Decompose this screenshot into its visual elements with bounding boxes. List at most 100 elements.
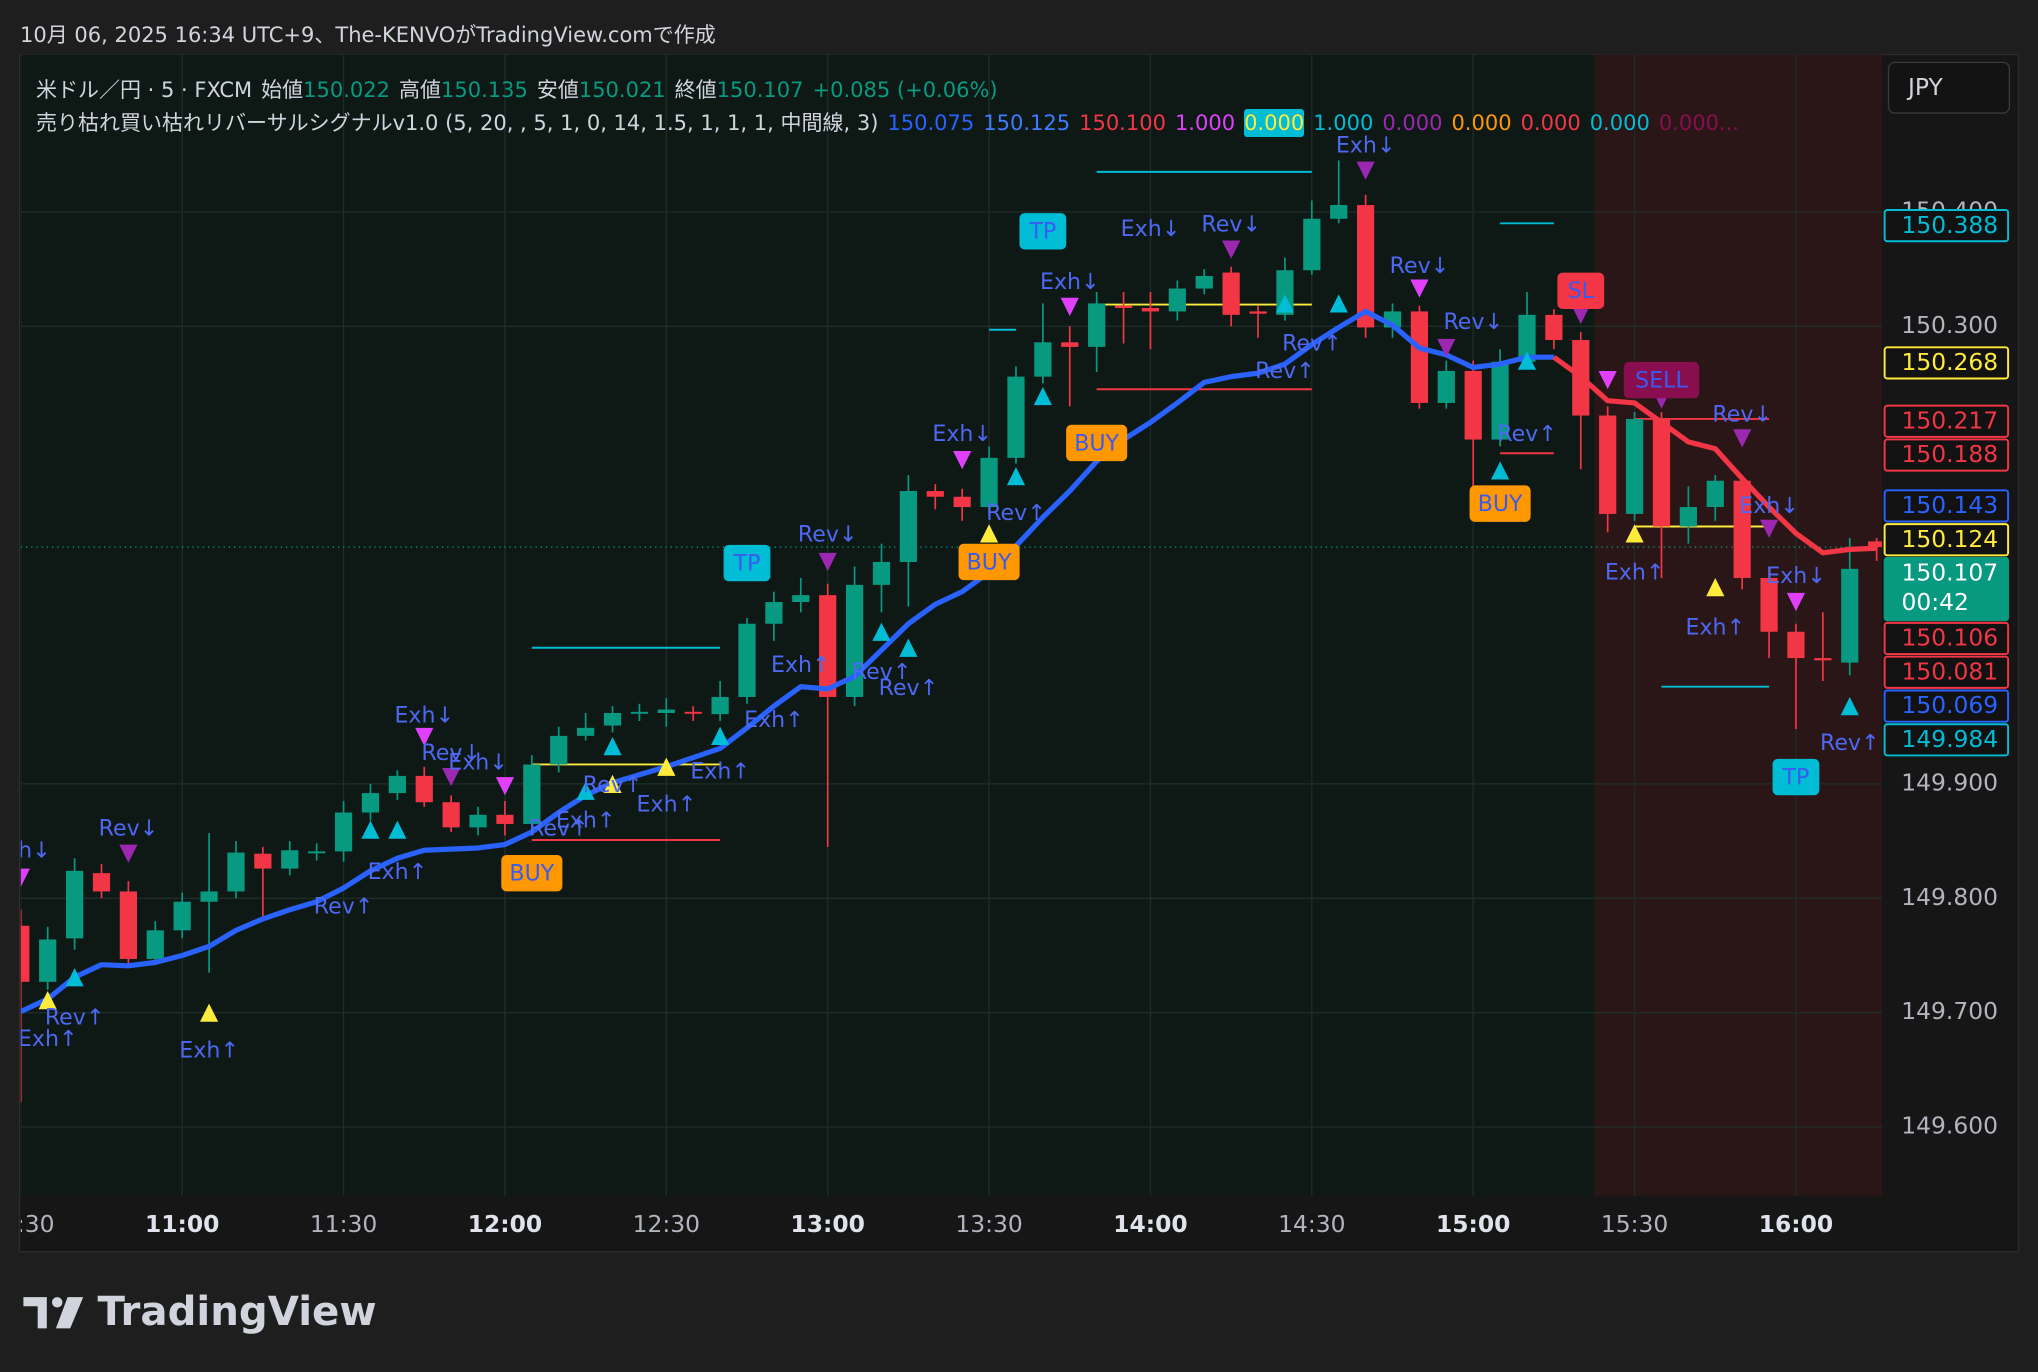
signal-marker bbox=[576, 781, 595, 800]
candle-body bbox=[1706, 480, 1724, 508]
signal-marker bbox=[1410, 279, 1429, 298]
signal-badge-label: BUY bbox=[967, 549, 1012, 575]
signal-label: Rev↓ bbox=[421, 740, 481, 766]
indicator-value: 0.000 bbox=[1520, 111, 1581, 135]
candle-body bbox=[1114, 305, 1133, 308]
session-highlight bbox=[1594, 54, 1883, 1196]
signal-marker bbox=[442, 767, 461, 787]
change: +0.085 (+0.06%) bbox=[812, 78, 998, 102]
signal-marker bbox=[603, 737, 622, 756]
candle-body bbox=[496, 814, 514, 824]
candle-body bbox=[1679, 507, 1697, 527]
signal-marker bbox=[979, 524, 999, 543]
signal-label: Rev↑ bbox=[1497, 421, 1557, 447]
signal-marker bbox=[495, 777, 515, 796]
price-label-box bbox=[1883, 523, 2010, 557]
signal-label: Exh↑ bbox=[368, 859, 428, 885]
price-label: 150.268 bbox=[1902, 348, 1999, 376]
candle-body bbox=[281, 850, 299, 869]
signal-label: Exh↓ bbox=[1336, 133, 1396, 159]
ohlc-value: 150.021 bbox=[578, 78, 666, 102]
candle-body bbox=[173, 901, 191, 931]
ohlc-item: 終値150.107 bbox=[675, 76, 804, 104]
candle-body bbox=[684, 711, 702, 714]
signal-label: Exh↓ bbox=[1739, 493, 1799, 519]
candle-body bbox=[227, 852, 245, 892]
x-tick-label: 11:30 bbox=[310, 1210, 377, 1238]
signal-label: Rev↑ bbox=[583, 772, 643, 798]
signal-marker bbox=[1490, 461, 1510, 480]
plot-pane bbox=[20, 54, 1883, 1196]
candle-body bbox=[926, 491, 944, 497]
signal-label: Rev↑ bbox=[314, 893, 373, 919]
signal-marker bbox=[1006, 467, 1026, 486]
price-axis: 149.600149.700149.800149.900150.300150.4… bbox=[1883, 196, 2010, 1140]
candle-body bbox=[254, 853, 272, 869]
signal-label: Rev↓ bbox=[99, 816, 159, 842]
candle-body bbox=[442, 802, 460, 828]
indicator-name: 売り枯れ買い枯れリバーサルシグナルv1.0 (5, 20, , 5, 1, 0,… bbox=[36, 111, 879, 135]
ohlc-value: 150.107 bbox=[716, 78, 804, 102]
candle-body bbox=[1222, 272, 1240, 315]
currency-button-label[interactable]: JPY bbox=[1906, 73, 1943, 101]
signal-badge bbox=[1623, 361, 1700, 399]
signal-marker bbox=[119, 844, 138, 863]
signal-marker bbox=[872, 622, 891, 641]
signal-label: Rev↑ bbox=[529, 816, 588, 842]
indicator-value: 1.000 bbox=[1313, 111, 1374, 135]
signal-marker bbox=[1571, 305, 1590, 324]
indicator-value: 150.125 bbox=[983, 111, 1071, 135]
x-tick-label: 15:00 bbox=[1436, 1210, 1510, 1238]
x-tick-label: 10:30 bbox=[0, 1210, 54, 1238]
signal-marker bbox=[1222, 240, 1241, 259]
price-label: 150.143 bbox=[1902, 491, 1999, 519]
signal-label: Rev↑ bbox=[1255, 358, 1315, 384]
candle-body bbox=[200, 891, 218, 902]
candle-body bbox=[1841, 568, 1859, 663]
candle-body bbox=[899, 491, 917, 562]
candle-body bbox=[819, 595, 837, 697]
ohlc-label: 高値 bbox=[398, 78, 441, 102]
candle-body bbox=[550, 735, 568, 765]
currency-button[interactable] bbox=[1887, 61, 2011, 114]
signal-marker bbox=[415, 727, 434, 747]
candle-body bbox=[1007, 376, 1025, 458]
signal-marker bbox=[1840, 697, 1859, 716]
x-tick-label: 15:30 bbox=[1601, 1210, 1668, 1238]
signal-marker bbox=[1706, 578, 1725, 597]
candle-body bbox=[738, 623, 756, 697]
signal-marker bbox=[1329, 294, 1348, 313]
price-label-box bbox=[1883, 655, 2010, 689]
signal-marker bbox=[1437, 338, 1456, 358]
candle-body bbox=[980, 457, 998, 508]
candle-body bbox=[1518, 314, 1536, 362]
logo-dot bbox=[51, 1297, 63, 1308]
signal-label: Exh↑ bbox=[690, 758, 750, 784]
price-label-box bbox=[1883, 438, 2010, 472]
signal-label: Exh↑ bbox=[556, 808, 616, 834]
signal-marker bbox=[1356, 161, 1375, 180]
x-tick-label: 14:00 bbox=[1113, 1210, 1187, 1238]
signal-label: Exh↑ bbox=[1605, 559, 1665, 585]
signal-label: Exh↑ bbox=[18, 1026, 78, 1052]
price-label-box bbox=[1883, 346, 2010, 380]
x-tick-label: 14:30 bbox=[1278, 1210, 1345, 1238]
y-tick-label: 149.600 bbox=[1901, 1112, 1998, 1140]
candle-body bbox=[1195, 275, 1213, 289]
candle-body bbox=[657, 709, 675, 713]
candle-body bbox=[630, 711, 649, 714]
signal-marker bbox=[899, 638, 918, 657]
price-label-box bbox=[1883, 209, 2010, 243]
signal-badge bbox=[723, 544, 771, 582]
candle-body bbox=[1303, 218, 1321, 271]
indicator-value: 0.000... bbox=[1658, 111, 1739, 135]
signal-badge bbox=[1469, 485, 1531, 522]
signal-badge-label: TP bbox=[1782, 764, 1810, 790]
signal-label: Rev↓ bbox=[798, 522, 858, 548]
symbol: 米ドル／円 · 5 · FXCM bbox=[36, 78, 253, 102]
signal-badge bbox=[501, 854, 563, 892]
signal-marker bbox=[1517, 351, 1537, 370]
ohlc-label: 安値 bbox=[536, 78, 579, 102]
signal-label: Exh↑ bbox=[1686, 614, 1746, 640]
